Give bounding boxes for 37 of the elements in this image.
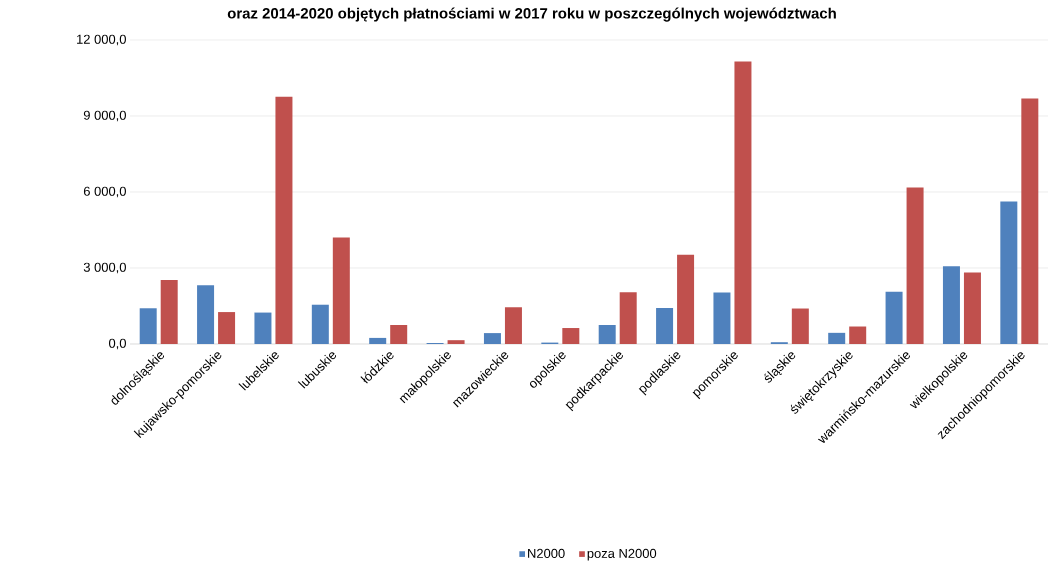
legend-label: N2000 <box>528 548 565 558</box>
y-tick-label: 0,0 <box>108 338 126 350</box>
chart-title: oraz 2014-2020 objętych płatnościami w 2017 roku w poszczególnych województwach <box>227 7 836 22</box>
bar <box>447 340 465 344</box>
bar <box>1000 201 1018 344</box>
bar <box>218 312 236 344</box>
bar <box>254 312 272 344</box>
bar <box>619 292 637 344</box>
bar <box>369 337 387 344</box>
bar <box>942 266 960 344</box>
bar <box>160 279 178 344</box>
y-tick-label: 6 000,0 <box>83 186 126 198</box>
bar <box>791 308 809 344</box>
bar <box>139 308 157 344</box>
bar <box>849 326 867 344</box>
y-tick-label: 3 000,0 <box>83 262 126 274</box>
y-tick-label: 9 000,0 <box>83 110 126 122</box>
legend-label: poza N2000 <box>587 548 657 561</box>
bar <box>906 187 924 344</box>
bar <box>197 285 215 344</box>
bar <box>598 324 616 344</box>
bar <box>504 307 522 344</box>
bar <box>275 96 293 344</box>
y-tick-label: 12 000,0 <box>77 34 126 46</box>
bar <box>562 328 580 344</box>
bar <box>390 324 408 344</box>
bar <box>483 333 501 344</box>
bar <box>332 237 350 344</box>
bar <box>1021 98 1039 344</box>
bar <box>311 304 329 344</box>
bar <box>963 272 981 344</box>
bar <box>713 292 731 344</box>
bar <box>677 254 695 344</box>
bar <box>885 291 903 344</box>
bar <box>734 61 752 344</box>
bar <box>828 332 846 344</box>
bar <box>656 308 674 344</box>
